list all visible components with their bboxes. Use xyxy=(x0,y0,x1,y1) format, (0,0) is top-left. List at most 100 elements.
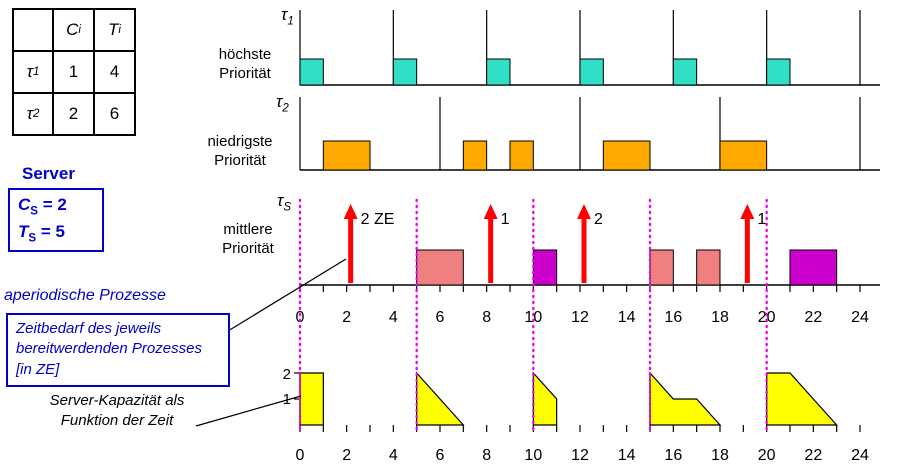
tau2-execution-block xyxy=(462,140,488,171)
server-axis-label: 14 xyxy=(618,309,636,326)
server-axis-label: 18 xyxy=(711,309,729,326)
tau2-execution-block xyxy=(509,140,534,171)
capacity-axis-label: 22 xyxy=(804,447,822,464)
capacity-axis-label: 4 xyxy=(389,447,398,464)
capacity-axis-label: 14 xyxy=(618,447,636,464)
tau1-execution-block xyxy=(672,58,698,86)
server-execution-block xyxy=(416,249,464,286)
tau1-row-sym-base: τ xyxy=(281,5,288,24)
tau2-row-sym-base: τ xyxy=(276,92,283,111)
tau1-execution-block xyxy=(299,58,324,86)
tau2-priority-label: niedrigste Priorität xyxy=(207,133,273,169)
capacity-axis-label: 8 xyxy=(482,447,491,464)
tau1-sub: 1 xyxy=(32,66,40,78)
server-period-line: TS = 5 xyxy=(18,220,98,247)
server-axis-label: 20 xyxy=(758,309,776,326)
server-axis-label: 22 xyxy=(804,309,822,326)
tau2-execution-block xyxy=(602,140,651,171)
table-cell-empty xyxy=(13,9,53,51)
server-execution-block xyxy=(649,249,674,286)
cs-base: C xyxy=(18,195,31,214)
ts-sub: S xyxy=(28,232,37,245)
capacity-axis-label: 0 xyxy=(296,447,305,464)
server-execution-block xyxy=(789,249,838,286)
aperiodic-arrival-label: 1 xyxy=(501,211,510,228)
server-priority-label: mittlere Priorität xyxy=(222,221,274,257)
capacity-axis-label: 12 xyxy=(571,447,589,464)
tau2-execution-block xyxy=(719,140,768,171)
server-execution-block xyxy=(532,249,558,286)
aperiodic-arrival-label: 2 xyxy=(594,211,603,228)
aperiodic-arrival-arrowhead xyxy=(343,204,358,219)
server-axis-label: 12 xyxy=(571,309,589,326)
capacity-axis-label: 18 xyxy=(711,447,729,464)
server-axis-label: 8 xyxy=(482,309,491,326)
tau2-sub: 2 xyxy=(32,108,40,120)
kapazitaet-connector-line xyxy=(195,395,302,427)
tau2-row-sym-sub: 2 xyxy=(282,102,289,115)
table-row1-c: 1 xyxy=(53,51,94,93)
tau1-execution-block xyxy=(766,58,791,86)
aperiodic-arrival-label: 1 xyxy=(757,211,766,228)
server-row-symbol: τS xyxy=(277,191,291,213)
capacity-axis-label: 20 xyxy=(758,447,776,464)
capacity-axis-label: 16 xyxy=(664,447,682,464)
server-capacity-shape xyxy=(766,372,839,426)
ts-base: T xyxy=(18,222,29,242)
tau1-execution-block xyxy=(579,58,604,86)
zeitbedarf-connector-line xyxy=(227,258,347,332)
tauS-row-sym-sub: S xyxy=(283,201,292,214)
capacity-axis-label: 2 xyxy=(342,447,351,464)
server-axis-label: 4 xyxy=(389,309,398,326)
aperiodic-arrival-arrowhead xyxy=(483,204,498,219)
table-row2-t: 6 xyxy=(94,93,135,135)
server-capacity-shape xyxy=(416,371,465,426)
aperiodic-arrival-arrowhead xyxy=(576,204,591,219)
tau2-execution-block xyxy=(322,140,371,171)
server-axis-label: 6 xyxy=(436,309,445,326)
capacity-axis-label: 10 xyxy=(524,447,542,464)
tau1-row-sym-sub: 1 xyxy=(287,15,294,28)
aperiodic-processes-label: aperiodische Prozesse xyxy=(4,287,166,304)
header-t-sub: i xyxy=(118,24,121,36)
tau1-sym: τ xyxy=(26,62,33,81)
server-axis-label: 24 xyxy=(851,309,869,326)
server-parameters-box: CS = 2 TS = 5 xyxy=(8,188,104,253)
tau1-execution-block xyxy=(392,58,418,86)
capacity-axis-label: 24 xyxy=(851,447,869,464)
server-capacity-shape xyxy=(299,372,324,426)
tau2-row-symbol: τ2 xyxy=(276,92,289,114)
aperiodic-arrival-arrowhead xyxy=(740,204,755,219)
server-capacity-shape xyxy=(532,371,558,426)
server-axis-label: 16 xyxy=(664,309,682,326)
ts-value: = 5 xyxy=(36,222,65,242)
server-axis-label: 10 xyxy=(524,309,542,326)
zeitbedarf-annotation-box: Zeitbedarf des jeweils bereitwerdenden P… xyxy=(6,313,230,387)
tau2-sym: τ xyxy=(26,104,33,123)
capacity-y-label-2: 2 xyxy=(283,366,291,383)
server-axis-label: 0 xyxy=(296,309,305,326)
cs-sub: S xyxy=(30,205,38,218)
server-title: Server xyxy=(22,164,75,183)
tau1-row-symbol: τ1 xyxy=(281,5,294,27)
server-capacity-line: CS = 2 xyxy=(18,193,98,220)
server-axis-label: 2 xyxy=(342,309,351,326)
header-c-base: C xyxy=(66,20,79,39)
header-t-base: T xyxy=(108,20,119,39)
cs-value: = 2 xyxy=(37,195,67,214)
table-row1-t: 4 xyxy=(94,51,135,93)
server-capacity-annotation: Server-Kapazität als Funktion der Zeit xyxy=(49,392,185,429)
tau1-execution-block xyxy=(486,58,511,86)
capacity-axis-label: 6 xyxy=(436,447,445,464)
table-row2-c: 2 xyxy=(53,93,94,135)
header-c-sub: i xyxy=(78,24,81,36)
tauS-row-sym-base: τ xyxy=(277,191,284,210)
aperiodic-arrival-label: 2 ZE xyxy=(361,211,395,228)
